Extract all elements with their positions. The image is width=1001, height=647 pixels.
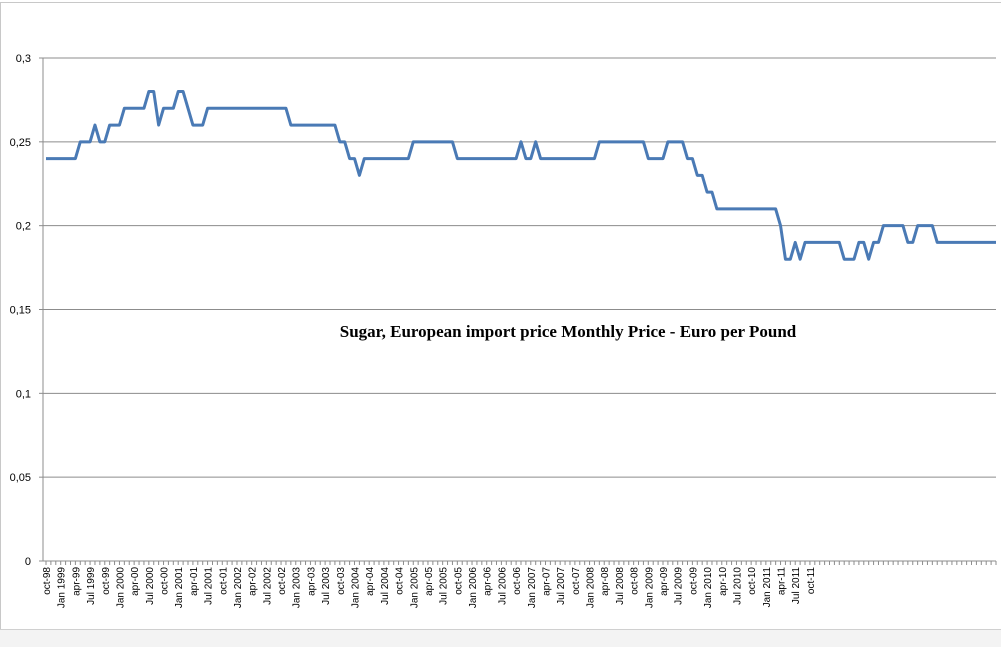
x-tick-label: Jan 2006 — [468, 567, 479, 609]
x-tick-label: Jul 2007 — [556, 567, 567, 605]
chart-top-border — [0, 2, 1001, 3]
x-tick-label: Jan 2009 — [644, 567, 655, 609]
x-tick-label: Jan 2005 — [409, 567, 420, 609]
x-tick-label: oct-06 — [512, 567, 523, 595]
x-tick-label: oct-01 — [218, 567, 229, 595]
x-tick-label: apr-11 — [777, 567, 788, 596]
x-tick-label: Jan 2007 — [527, 567, 538, 609]
x-tick-label: apr-08 — [600, 567, 611, 596]
x-tick-label: Jan 2003 — [292, 567, 303, 609]
x-tick-label: apr-00 — [130, 567, 141, 596]
y-tick-label: 0 — [25, 556, 31, 568]
x-tick-label: Jul 2010 — [732, 567, 743, 605]
x-tick-label: Jul 2000 — [145, 567, 156, 605]
x-tick-label: oct-07 — [571, 567, 582, 595]
x-axis: oct-98 Jan 1999 apr-99 Jul 1999 oct-99 Jan 20… — [42, 560, 997, 609]
chart-left-border — [0, 2, 1, 630]
x-tick-label: Jul 2011 — [791, 567, 802, 605]
x-tick-label: apr-01 — [189, 567, 200, 596]
x-tick-label: oct-98 — [42, 567, 53, 595]
horizontal-scrollbar[interactable] — [0, 629, 1001, 647]
x-tick-label: oct-00 — [160, 567, 171, 595]
x-tick-label: oct-02 — [277, 567, 288, 595]
y-tick-label: 0,25 — [10, 137, 31, 149]
x-tick-label: Jul 2003 — [321, 567, 332, 605]
x-tick-label: Jan 1999 — [57, 567, 68, 609]
x-tick-label: Jul 2006 — [497, 567, 508, 605]
y-tick-label: 0,1 — [16, 388, 31, 400]
x-tick-label: Jan 2001 — [174, 567, 185, 609]
gridlines — [43, 57, 996, 478]
x-tick-label: Jan 2004 — [351, 567, 362, 609]
line-chart: 00,050,10,150,20,250,3 oct-98 Jan 1999 apr… — [10, 53, 997, 609]
y-tick-label: 0,3 — [16, 53, 31, 65]
x-tick-label: oct-05 — [453, 567, 464, 595]
x-tick-label: oct-08 — [630, 567, 641, 595]
x-tick-label: oct-99 — [101, 567, 112, 595]
x-tick-label: Jan 2008 — [586, 567, 597, 609]
x-tick-label: Jan 2000 — [115, 567, 126, 609]
x-tick-label: Jan 2011 — [762, 567, 773, 608]
x-tick-label: Jul 2008 — [615, 567, 626, 605]
x-tick-label: apr-06 — [483, 567, 494, 596]
x-tick-label: Jul 1999 — [86, 567, 97, 605]
y-axis: 0 0,05 0,1 0,15 0,2 0,25 0,3 — [10, 53, 44, 568]
x-tick-label: Jan 2002 — [233, 567, 244, 609]
y-tick-label: 0,05 — [10, 472, 31, 484]
x-tick-label: apr-09 — [659, 567, 670, 596]
x-tick-label: Jul 2002 — [262, 567, 273, 605]
x-tick-label: apr-07 — [541, 567, 552, 596]
x-tick-label: oct-09 — [688, 567, 699, 595]
x-tick-label: Jul 2005 — [439, 567, 450, 605]
series-line — [46, 90, 996, 261]
x-tick-label: Jan 2010 — [703, 567, 714, 609]
x-tick-label: apr-99 — [71, 567, 82, 596]
x-tick-label: Jul 2004 — [380, 567, 391, 605]
x-tick-label: apr-10 — [718, 567, 729, 596]
chart-title: Sugar, European import price Monthly Pri… — [340, 322, 797, 341]
x-tick-label: apr-05 — [424, 567, 435, 596]
x-tick-label: apr-03 — [306, 567, 317, 596]
x-tick-label: oct-10 — [747, 567, 758, 595]
x-tick-label: Jul 2009 — [674, 567, 685, 605]
x-tick-label: oct-04 — [395, 567, 406, 595]
x-tick-label: oct-11 — [806, 567, 817, 594]
x-tick-label: oct-03 — [336, 567, 347, 595]
y-tick-label: 0,15 — [10, 305, 31, 317]
x-tick-label: Jul 2001 — [204, 567, 215, 605]
x-tick-label: apr-02 — [248, 567, 259, 596]
x-tick-label: apr-04 — [365, 567, 376, 596]
y-tick-label: 0,2 — [16, 221, 31, 233]
